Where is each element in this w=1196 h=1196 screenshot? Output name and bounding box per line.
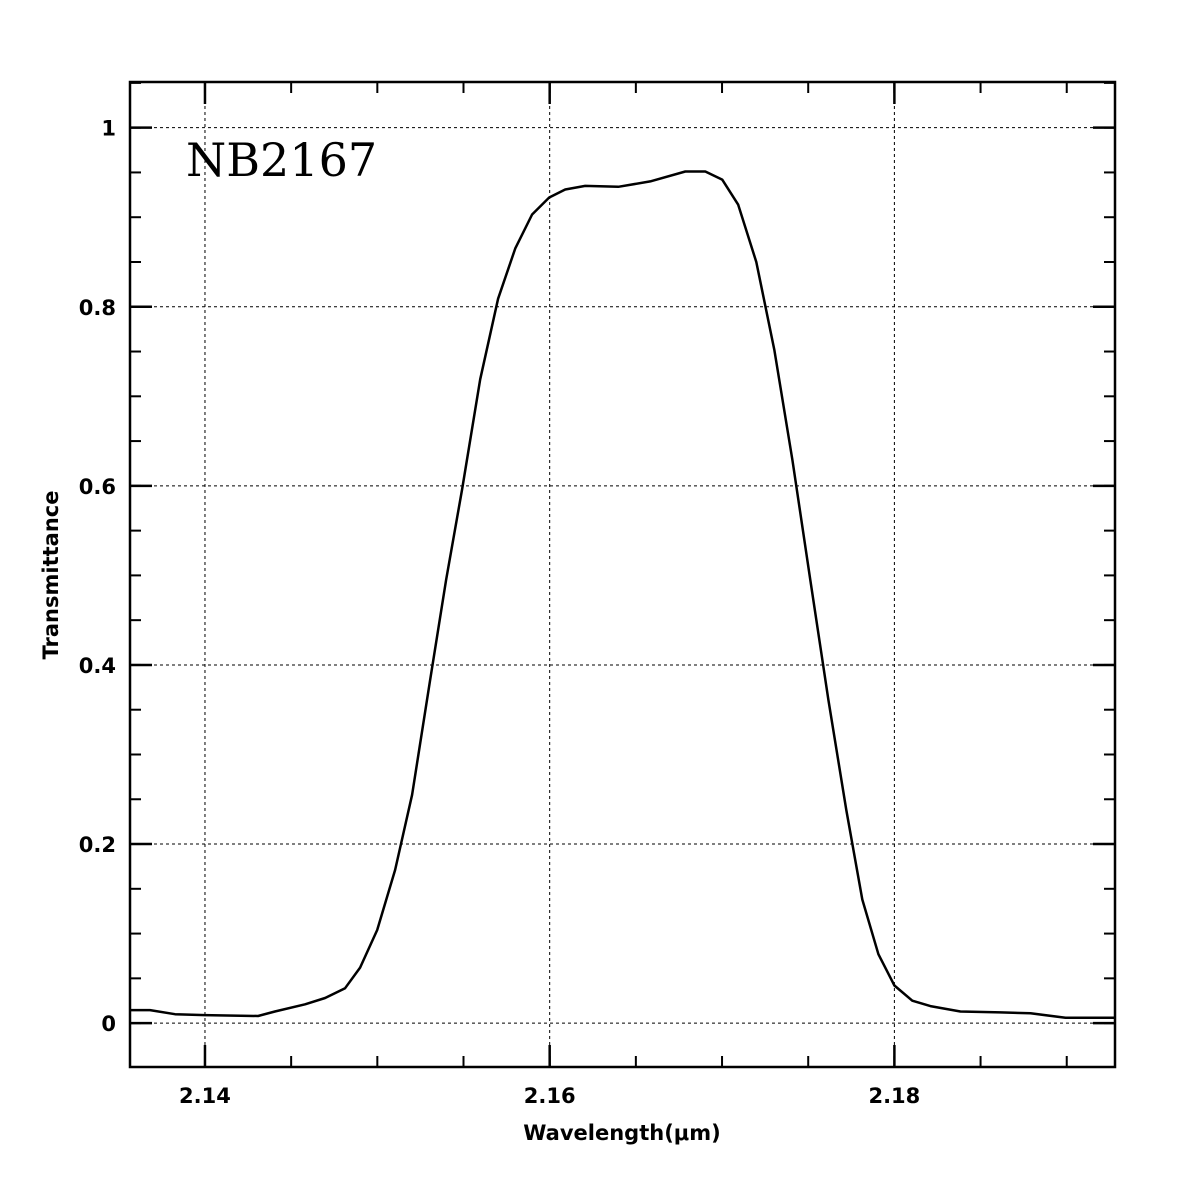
chart-title: NB2167 bbox=[186, 133, 377, 187]
tick-labels: 2.14 2.16 2.18 0 0.2 0.4 0.6 0.8 1 bbox=[79, 117, 921, 1108]
series-line-nb2167 bbox=[130, 170, 1116, 1020]
y-tick-label: 0.8 bbox=[79, 296, 116, 320]
x-tick-label: 2.18 bbox=[868, 1084, 920, 1108]
y-tick-label: 1 bbox=[101, 117, 116, 141]
x-tick-label: 2.16 bbox=[524, 1084, 576, 1108]
x-tick-label: 2.14 bbox=[179, 1084, 231, 1108]
plot-frame bbox=[128, 80, 1117, 1069]
y-tick-label: 0.6 bbox=[79, 475, 116, 499]
grid-lines bbox=[130, 82, 1115, 1067]
axis-ticks bbox=[130, 81, 1115, 1067]
y-tick-label: 0 bbox=[101, 1012, 116, 1036]
x-axis-label: Wavelength(μm) bbox=[523, 1121, 720, 1145]
y-axis-label: Transmittance bbox=[39, 491, 63, 660]
y-tick-label: 0.4 bbox=[79, 654, 116, 678]
y-tick-label: 0.2 bbox=[79, 833, 116, 857]
